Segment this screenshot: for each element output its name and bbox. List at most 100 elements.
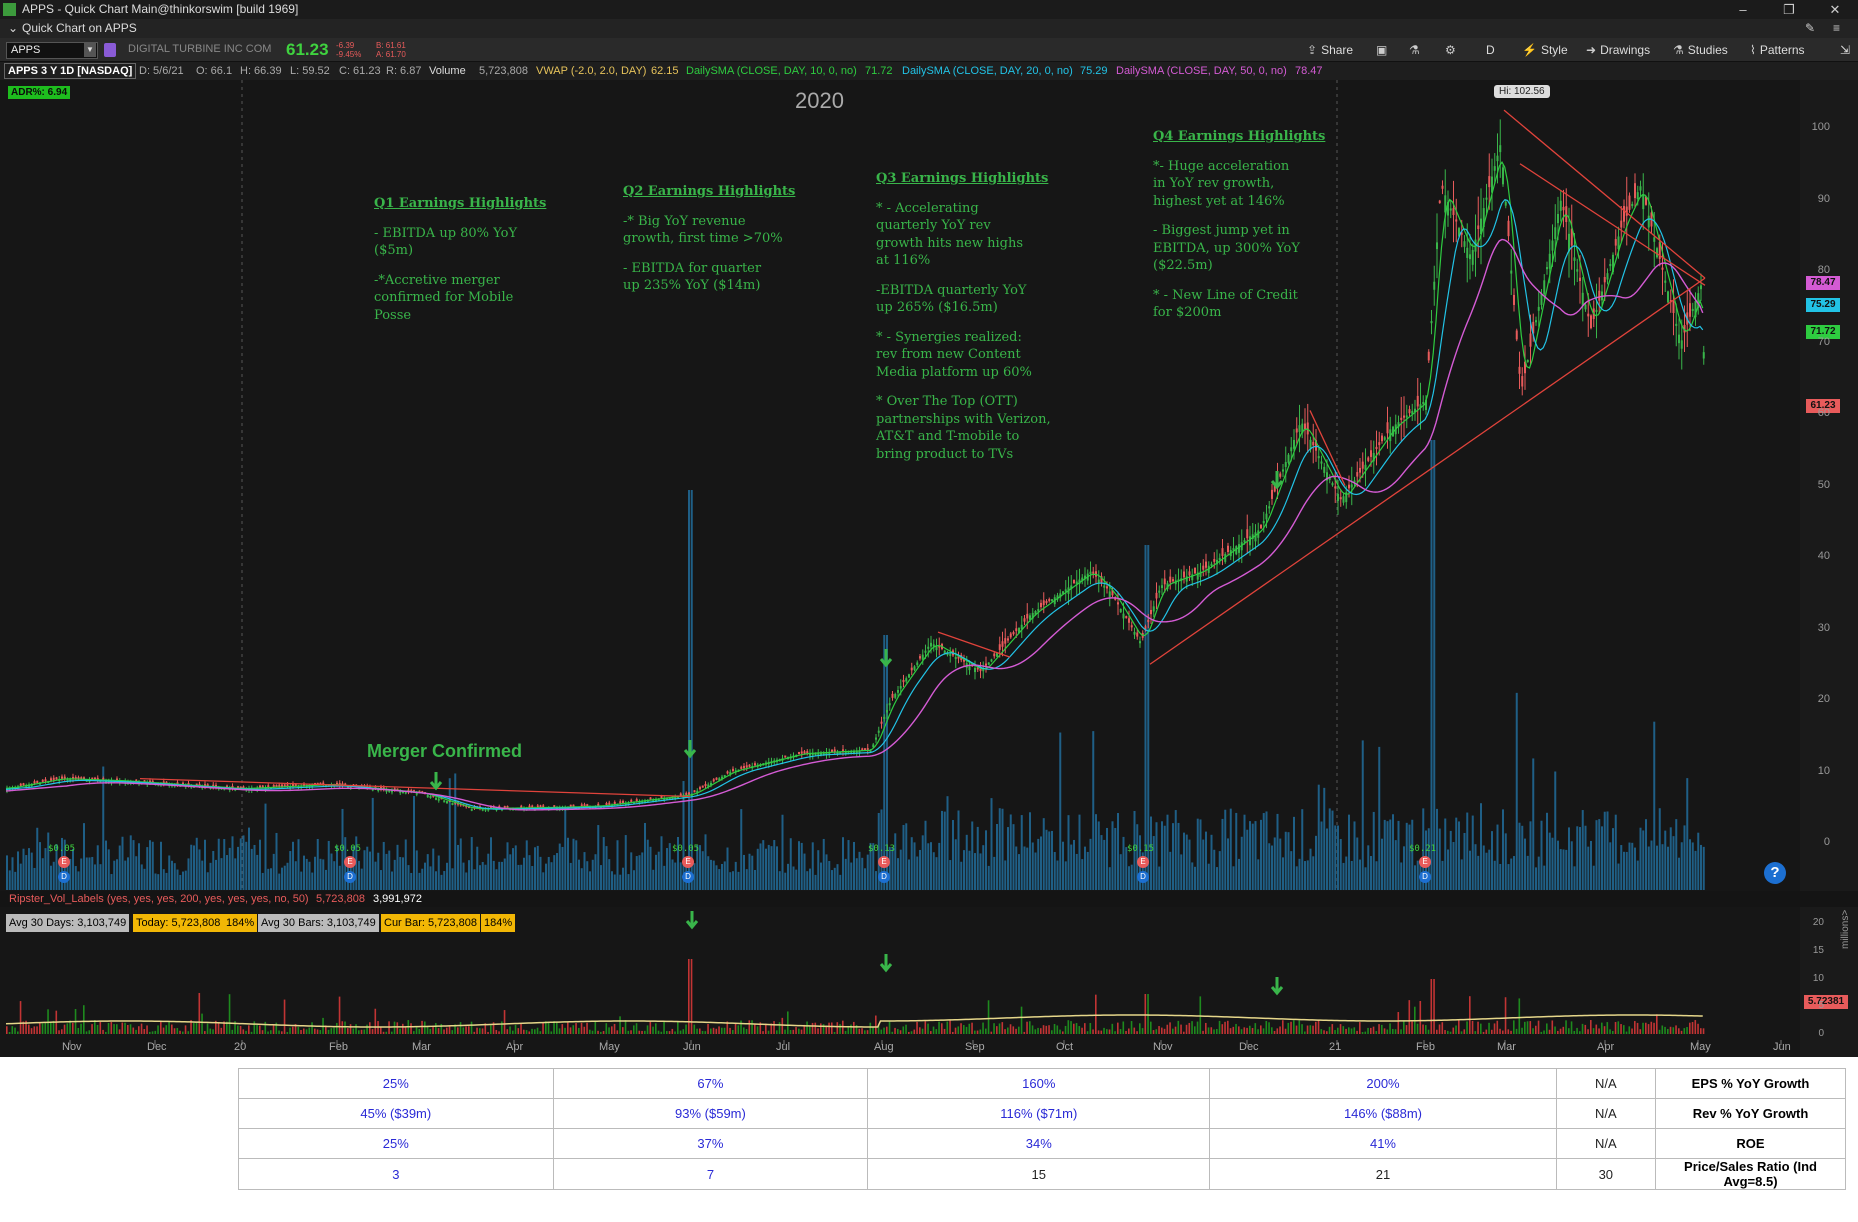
expand-icon[interactable]: ⇲ [1840,43,1851,57]
volume-bar [536,845,539,890]
earnings-icon[interactable]: E [344,856,356,868]
candle-body [1653,237,1656,242]
volume-bar [825,854,828,890]
dividend-icon[interactable]: D [682,871,694,883]
candle-body [1411,410,1414,414]
lower-volume-bar [476,1027,478,1034]
symbol-input[interactable]: APPS [6,42,98,59]
time-tick-label: Mar [412,1041,431,1053]
lower-volume-bar [220,1027,223,1034]
earnings-icon[interactable]: E [1419,856,1431,868]
lower-volume-bar [701,1030,704,1034]
price-chart-svg[interactable] [0,80,1858,1057]
lower-volume-bar [1502,1030,1504,1034]
lower-volume-bar [908,1031,910,1034]
volume-bar [1207,863,1210,890]
flask-button[interactable]: ⚗ [1405,38,1428,62]
candle-body [1188,571,1191,576]
share-label: Share [1321,43,1354,57]
dividend-icon[interactable]: D [344,871,356,883]
candle-body [1510,270,1513,274]
volume-bar [528,855,531,890]
volume-bar [1375,861,1378,890]
earnings-icon[interactable]: E [58,856,70,868]
candle-body [94,777,96,780]
restore-icon[interactable]: ❐ [1783,2,1795,17]
lower-volume-bar [399,1028,401,1034]
candle-body [850,751,853,754]
lower-volume-bar [721,1027,723,1034]
candle-body [1205,561,1207,568]
volume-bar [677,837,679,890]
lower-volume-bar [1598,1028,1600,1034]
dividend-icon[interactable]: D [58,871,70,883]
style-button[interactable]: ⚡ Style [1518,38,1572,62]
lower-volume-bar [413,1031,415,1034]
share-button[interactable]: ⇪ Share [1303,38,1357,62]
earnings-icon[interactable]: E [682,856,694,868]
pin-icon[interactable]: ✎ [1805,21,1816,35]
volume-bar [143,868,146,890]
volume-bar [429,866,432,890]
lower-volume-bar [729,1027,731,1034]
lower-volume-bar [798,1028,800,1034]
lower-volume-bar [349,1024,352,1034]
dividend-icon[interactable]: D [878,871,890,883]
help-icon[interactable]: ? [1764,862,1786,884]
candle-body [1295,428,1298,433]
minimize-icon[interactable]: – [1739,2,1747,17]
lower-volume-bar [611,1026,613,1034]
candle-body [1070,585,1073,589]
lower-volume-bar [773,1021,775,1034]
drawings-button[interactable]: ➜ Drawings [1582,38,1654,62]
fundamentals-row-label: EPS % YoY Growth [1655,1068,1846,1099]
volume-bar [1064,861,1067,890]
earnings-icon[interactable]: E [1137,856,1149,868]
dividend-icon[interactable]: D [1419,871,1431,883]
lower-volume-bar [1194,1026,1196,1034]
lower-volume-bar [14,1027,16,1034]
candle-body [1447,201,1449,216]
lower-volume-bar [1334,1030,1336,1034]
collapse-chevron-icon[interactable]: ⌄ [8,21,19,35]
lower-volume-bar [1400,1029,1402,1034]
lower-volume-bar [1218,1020,1221,1034]
candle-body [729,771,732,775]
menu-icon[interactable]: ≡ [1833,21,1841,35]
volume-bar [965,834,968,890]
close-icon[interactable]: ✕ [1829,2,1841,17]
patterns-button[interactable]: ⌇ Patterns [1746,38,1809,62]
volume-bar [770,846,773,890]
candle-body [1304,423,1306,430]
candle-body [1073,579,1075,584]
volume-bar [140,864,143,890]
dividend-icon[interactable]: D [1137,871,1149,883]
symbol-dropdown-icon[interactable]: ▼ [84,43,96,57]
studies-button[interactable]: ⚗ Studies [1669,38,1732,62]
lower-study-label[interactable]: Ripster_Vol_Labels (yes, yes, yes, 200, … [9,893,309,905]
volume-bar [1416,860,1419,890]
candle-body [385,789,388,792]
earnings-icon[interactable]: E [878,856,890,868]
lower-volume-bar [715,1028,718,1034]
lower-volume-bar [663,1021,665,1034]
candle-body [858,750,861,753]
lower-volume-bar [1521,1027,1523,1034]
aggregation-button[interactable]: D [1486,43,1495,57]
candle-body [1020,624,1023,630]
candle-body [745,765,748,768]
volume-bar [360,868,363,890]
candle-body [165,781,168,784]
settings-button[interactable]: ⚙ [1441,38,1464,62]
earnings-amount-label: $0.21 [1409,844,1437,854]
snapshot-button[interactable]: ▣ [1372,38,1395,62]
volume-bar [1279,838,1282,890]
chart-label[interactable]: APPS 3 Y 1D [NASDAQ] [4,63,137,79]
lower-volume-bar [1642,1022,1644,1034]
volume-bar [539,856,542,890]
symbol-link-icon[interactable] [104,43,116,57]
lower-volume-bar [374,1008,377,1034]
candle-body [212,784,215,787]
candle-body [369,785,371,789]
candle-body [685,792,688,795]
